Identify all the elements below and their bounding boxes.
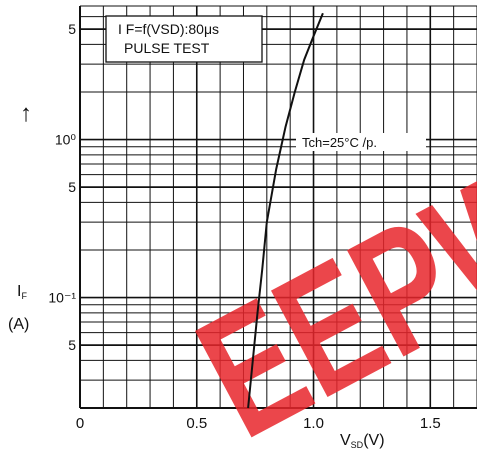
series-group — [247, 12, 324, 409]
y-tick-label: 10⁻¹ — [48, 290, 76, 306]
y-axis-subscript: F — [21, 291, 27, 301]
x-tick-label: 1.0 — [303, 415, 324, 432]
x-tick-label: 1.5 — [420, 415, 441, 432]
x-axis-unit: (V) — [363, 432, 385, 449]
y-tick-label: 10⁰ — [55, 132, 77, 148]
x-axis-label: VSD(V) — [340, 432, 385, 450]
y-tick-labels: 5 10⁰ 5 10⁻¹ 5 — [48, 21, 76, 353]
y-axis-arrow: ↑ — [20, 100, 32, 127]
y-axis-symbol: I — [17, 283, 22, 300]
series-line — [247, 12, 324, 409]
annotation-pulse-test: PULSE TEST — [124, 40, 210, 56]
x-tick-labels: 0 0.5 1.0 1.5 — [76, 415, 441, 432]
grid — [79, 5, 477, 409]
y-axis-unit: (A) — [8, 316, 30, 333]
x-tick-label: 0.5 — [186, 415, 207, 432]
annotation-box — [105, 15, 263, 63]
x-axis-symbol: V — [340, 432, 351, 449]
y-tick-label: 5 — [68, 179, 76, 195]
x-tick-label: 0 — [76, 415, 84, 432]
x-axis-subscript: SD — [350, 440, 364, 450]
annotation-condition: I F=f(VSD):80μs — [118, 21, 219, 37]
y-axis-label: IF — [17, 283, 27, 301]
annotation-tch-bg — [296, 133, 426, 151]
y-tick-label: 5 — [68, 337, 76, 353]
y-tick-label: 5 — [68, 21, 76, 37]
annotation-tch: Tch=25°C /p. — [302, 135, 377, 150]
